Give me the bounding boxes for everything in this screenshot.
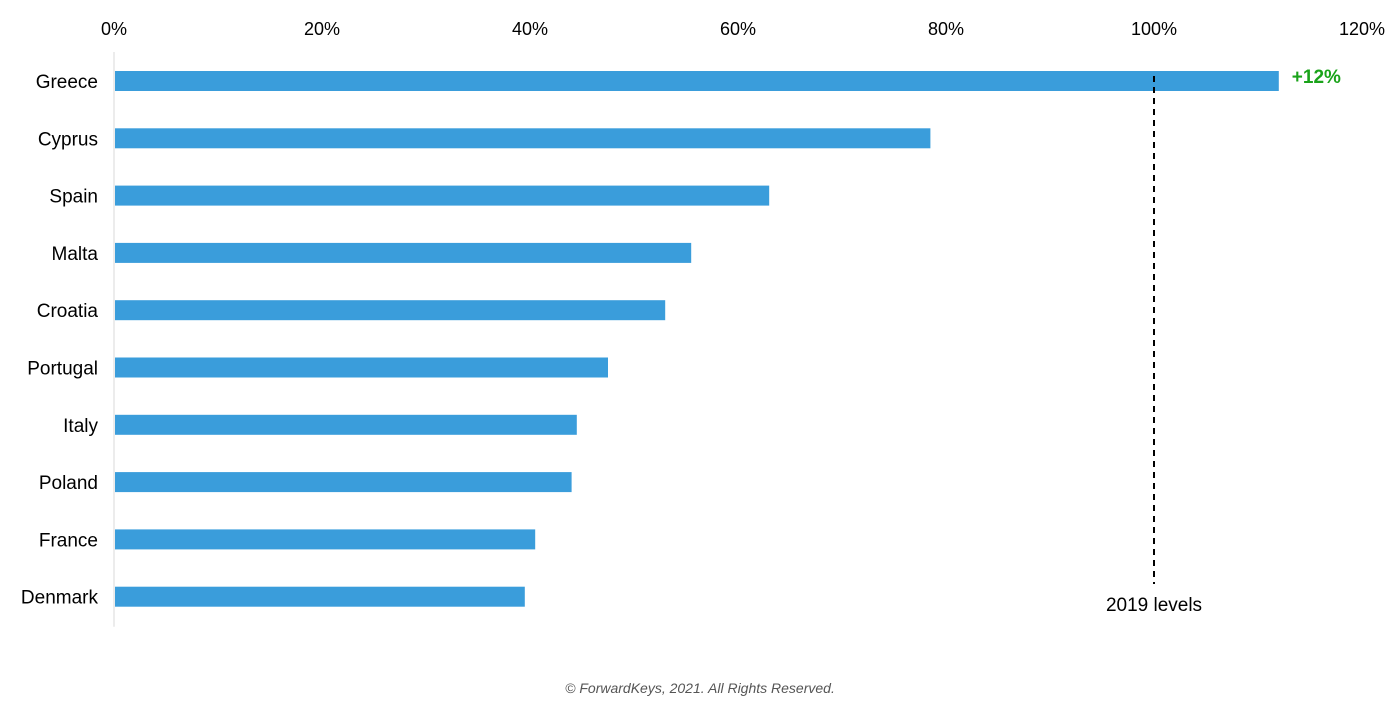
x-tick-label: 80% (928, 19, 964, 39)
bar-malta (115, 242, 692, 263)
x-tick-label: 20% (304, 19, 340, 39)
x-tick-label: 40% (512, 19, 548, 39)
bar-spain (115, 185, 770, 206)
category-label: Spain (49, 187, 98, 208)
y-axis: Greece Cyprus Spain Malta Croatia Portugal Ita… (21, 72, 99, 609)
category-label: Malta (52, 244, 99, 265)
bar-croatia (115, 300, 666, 321)
bar-portugal (115, 357, 608, 378)
bar-greece (115, 71, 1279, 91)
bars (115, 71, 1279, 607)
x-tick-label: 0% (101, 19, 127, 39)
category-label: France (39, 530, 98, 551)
reference-line-label: 2019 levels (1106, 595, 1202, 616)
x-axis: 0% 20% 40% 60% 80% 100% 120% (101, 19, 1385, 39)
x-tick-label: 100% (1131, 19, 1177, 39)
bar-italy (115, 414, 577, 435)
category-label: Poland (39, 473, 98, 494)
bar-denmark (115, 586, 525, 607)
category-label: Cyprus (38, 129, 98, 150)
category-label: Italy (63, 416, 98, 437)
x-tick-label: 120% (1339, 19, 1385, 39)
bar-cyprus (115, 128, 931, 149)
category-label: Croatia (37, 301, 99, 322)
bar-france (115, 529, 536, 550)
x-tick-label: 60% (720, 19, 756, 39)
greece-growth-annotation: +12% (1292, 67, 1341, 88)
bar-poland (115, 472, 572, 493)
copyright-footer: © ForwardKeys, 2021. All Rights Reserved… (565, 680, 835, 696)
bar-chart: 0% 20% 40% 60% 80% 100% 120% Greece Cyprus Spain… (21, 19, 1385, 627)
category-label: Portugal (27, 359, 98, 380)
category-label: Denmark (21, 588, 99, 609)
category-label: Greece (36, 72, 98, 93)
